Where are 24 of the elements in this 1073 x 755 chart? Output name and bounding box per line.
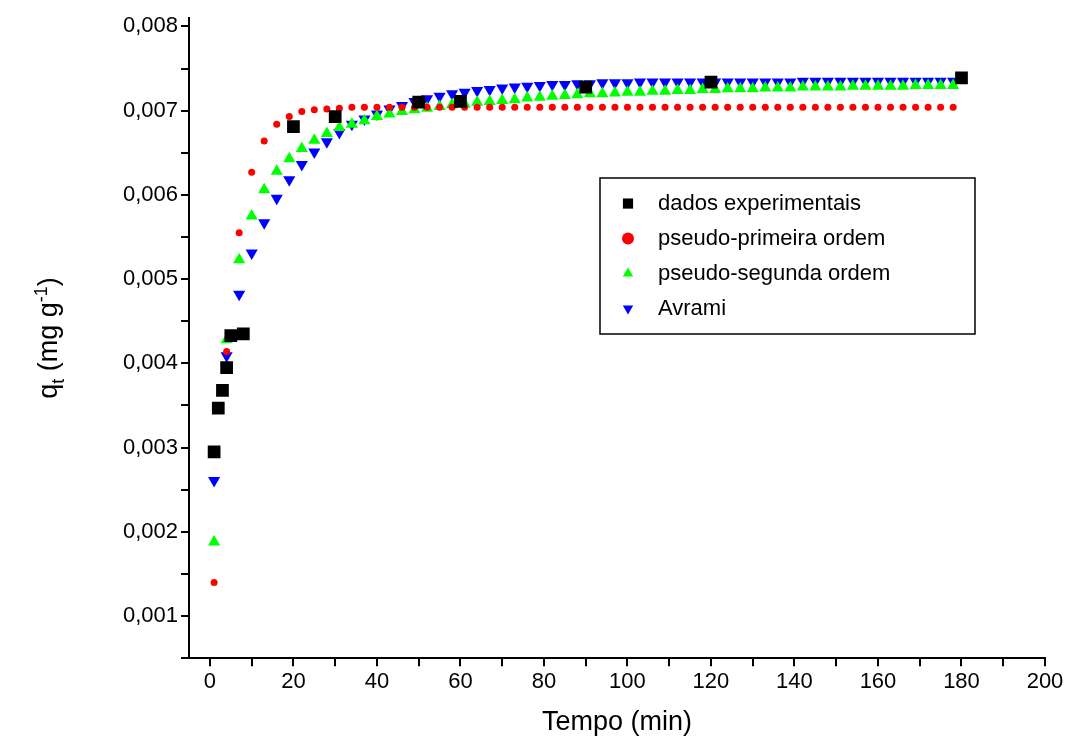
y-tick-label: 0,007 (122, 96, 179, 122)
legend-label: Avrami (658, 294, 727, 320)
x-tick-label: 20 (281, 668, 306, 694)
y-tick-label: 0,008 (122, 12, 179, 38)
x-tick-label: 60 (448, 668, 473, 694)
y-tick-label: 0,003 (122, 433, 179, 459)
x-tick-label: 0 (203, 668, 217, 694)
y-tick-label: 0,002 (122, 517, 179, 543)
y-tick-label: 0,005 (122, 265, 179, 291)
x-axis-title: Tempo (min) (542, 706, 693, 737)
legend-label: pseudo-primeira ordem (658, 224, 886, 250)
x-tick-label: 200 (1026, 668, 1064, 694)
y-tick-label: 0,001 (122, 602, 179, 628)
x-tick-label: 80 (531, 668, 557, 694)
y-tick-label: 0,006 (122, 180, 179, 206)
legend-label: dados experimentais (658, 189, 862, 215)
y-tick-label: 0,004 (122, 349, 179, 375)
x-tick-label: 100 (609, 668, 646, 694)
x-tick-label: 160 (859, 668, 897, 694)
x-tick-label: 140 (776, 668, 813, 694)
x-tick-label: 180 (943, 668, 980, 694)
x-tick-label: 40 (364, 668, 390, 694)
x-tick-label: 120 (692, 668, 730, 694)
legend-label: pseudo-segunda ordem (658, 259, 891, 285)
